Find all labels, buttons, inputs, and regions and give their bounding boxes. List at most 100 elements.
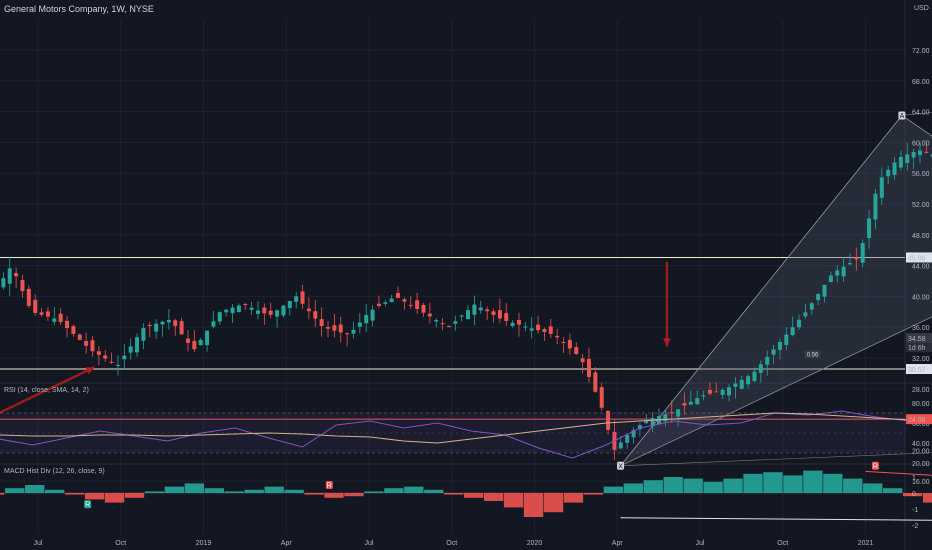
candle-body xyxy=(472,304,477,315)
candle-body xyxy=(930,154,932,157)
candle-body xyxy=(306,308,311,312)
candle-body xyxy=(205,330,210,346)
macd-bar xyxy=(763,472,783,493)
candle-body xyxy=(103,355,108,359)
candle-body xyxy=(185,338,190,343)
candle-body xyxy=(364,315,369,324)
candle-body xyxy=(281,305,286,316)
macd-tick-label: 1 xyxy=(912,475,916,482)
candle-body xyxy=(860,243,865,263)
candle-body xyxy=(637,425,642,430)
candle-body xyxy=(90,340,95,352)
macd-tick-label: 0 xyxy=(912,491,916,498)
candle-body xyxy=(192,340,197,350)
macd-bar xyxy=(5,488,25,493)
axes: Jul Oct 2019 Apr Jul Oct 2020 Apr Jul Oct 2021 72.0… xyxy=(34,48,932,547)
y-tick-label: 60.00 xyxy=(912,140,930,147)
candle-body xyxy=(96,351,101,355)
macd-bar xyxy=(883,488,903,493)
candle-body xyxy=(536,324,541,331)
macd-bar xyxy=(603,486,624,493)
pattern-point-badge xyxy=(617,461,625,470)
candle-body xyxy=(332,325,337,331)
x-tick-label: 2019 xyxy=(196,540,212,547)
candle-body xyxy=(523,326,528,328)
rsi-line xyxy=(0,410,932,459)
candle-body xyxy=(599,386,604,408)
macd-bar xyxy=(803,470,823,493)
candle-body xyxy=(58,313,63,323)
macd-bar xyxy=(643,480,663,493)
macd-bar xyxy=(623,483,643,493)
candle-body xyxy=(275,310,280,317)
candle-body xyxy=(84,340,89,346)
rsi-tick-label: 40.00 xyxy=(912,441,930,448)
candle-body xyxy=(236,305,241,313)
macd-bar xyxy=(523,493,544,517)
macd-bar xyxy=(464,493,484,498)
macd-title: MACD Hist Div (12, 26, close, 9) xyxy=(4,468,105,475)
candle-body xyxy=(440,323,445,325)
macd-bar xyxy=(64,493,85,495)
macd-bar xyxy=(224,491,244,493)
divergence-label: R xyxy=(85,502,90,509)
y-tick-label: 32.00 xyxy=(912,356,930,363)
macd-tick-label: -2 xyxy=(912,523,918,530)
candle-body xyxy=(427,313,432,317)
x-tick-label: Jul xyxy=(696,540,705,547)
price-label-badge xyxy=(906,252,932,263)
macd-bar xyxy=(184,483,205,493)
y-tick-label: 20.00 xyxy=(912,448,930,455)
candle-body xyxy=(351,329,356,334)
y-tick-label: 36.00 xyxy=(912,325,930,332)
candle-body xyxy=(924,151,929,153)
candle-body xyxy=(224,309,229,313)
candle-body xyxy=(300,291,305,304)
macd-bar xyxy=(783,475,803,493)
candle-body xyxy=(262,307,267,314)
candle-body xyxy=(516,319,521,325)
candle-body xyxy=(701,395,706,397)
candle-body xyxy=(154,323,159,332)
candle-body xyxy=(504,313,509,321)
candle-body xyxy=(714,391,719,393)
candle-body xyxy=(115,364,120,366)
candle-body xyxy=(326,327,331,329)
candle-body xyxy=(485,309,490,312)
candle-body xyxy=(790,327,795,336)
y-tick-label: 56.00 xyxy=(912,171,930,178)
candle-body xyxy=(631,430,636,438)
ratio-badge xyxy=(804,350,821,359)
candle-body xyxy=(173,320,178,326)
candle-body xyxy=(77,334,82,340)
candle-body xyxy=(166,319,171,323)
x-tick-label: Oct xyxy=(115,540,126,547)
macd-bar xyxy=(284,489,304,493)
candle-body xyxy=(720,389,725,395)
candle-body xyxy=(294,296,299,302)
candle-body xyxy=(688,401,693,405)
candle-body xyxy=(268,310,273,315)
candle-body xyxy=(249,307,254,310)
candle-body xyxy=(892,162,897,175)
candle-body xyxy=(179,321,184,335)
macd-bar xyxy=(204,488,224,493)
candle-body xyxy=(586,359,591,377)
divergence-badge xyxy=(871,461,879,470)
macd-pane: RRRRR xyxy=(0,461,932,521)
divergence-line xyxy=(620,517,932,521)
candle-body xyxy=(682,403,687,406)
candle-body xyxy=(510,322,515,327)
macd-bar xyxy=(304,493,324,495)
macd-bar xyxy=(144,491,165,493)
macd-bar xyxy=(503,493,524,508)
macd-bar xyxy=(583,493,604,495)
candle-body xyxy=(319,319,324,327)
macd-bar xyxy=(384,488,404,493)
candle-body xyxy=(707,389,712,394)
pattern-point-label: X xyxy=(618,463,623,470)
candle-body xyxy=(491,311,496,315)
candle-body xyxy=(886,169,891,177)
